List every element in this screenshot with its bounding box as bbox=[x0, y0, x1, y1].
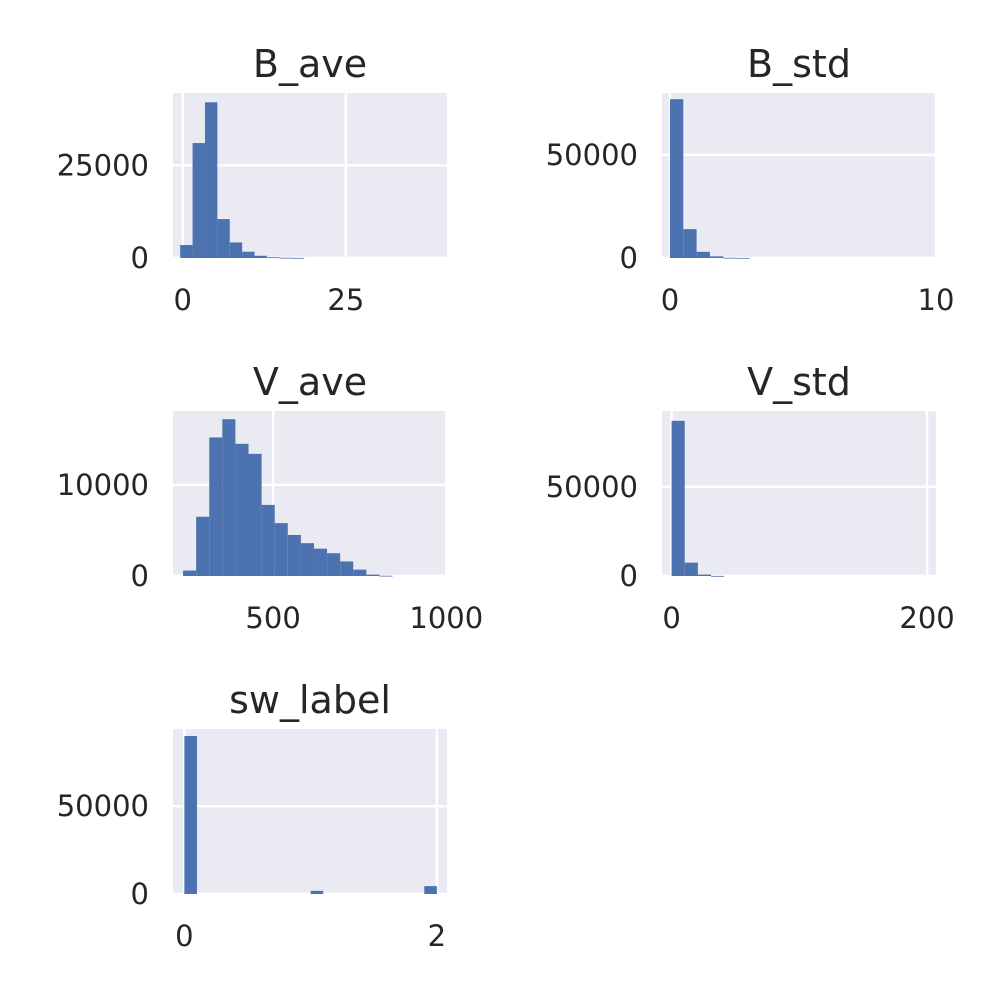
x-tick-label: 0 bbox=[175, 919, 193, 953]
histogram-bar bbox=[379, 575, 393, 577]
histogram-bar bbox=[310, 890, 324, 894]
histogram-bar bbox=[711, 575, 725, 577]
histogram-bar bbox=[340, 561, 354, 576]
y-tick-label: 0 bbox=[131, 559, 149, 593]
x-tick-label: 0 bbox=[662, 601, 680, 635]
histogram-bar bbox=[180, 245, 193, 258]
x-tick-label: 25 bbox=[327, 283, 364, 317]
y-tick-label: 50000 bbox=[546, 470, 638, 504]
histogram-bar bbox=[261, 504, 275, 576]
x-tick-label: 0 bbox=[661, 283, 679, 317]
subplot-title: sw_label bbox=[229, 678, 391, 722]
histogram-bar bbox=[274, 523, 288, 576]
y-tick-label: 0 bbox=[620, 559, 638, 593]
histogram-bar bbox=[671, 420, 685, 576]
histogram-bar bbox=[217, 219, 230, 258]
plot-area bbox=[173, 729, 447, 894]
subplot-B-ave: B_ave 0 25 0 25000 bbox=[57, 42, 447, 317]
histogram-bar bbox=[291, 257, 305, 259]
y-tick-label: 50000 bbox=[546, 138, 638, 172]
x-tick-label: 1000 bbox=[409, 601, 483, 635]
histogram-bar bbox=[723, 257, 737, 259]
y-tick-label: 0 bbox=[620, 241, 638, 275]
histogram-bar bbox=[279, 257, 292, 259]
y-tick-label: 0 bbox=[131, 877, 149, 911]
subplot-sw-label: sw_label 0 2 0 50000 bbox=[57, 678, 447, 953]
subplot-title: V_ave bbox=[253, 360, 367, 404]
histogram-bar bbox=[229, 242, 243, 258]
y-tick-label: 0 bbox=[131, 241, 149, 275]
histogram-bar bbox=[736, 257, 750, 259]
plot-area bbox=[662, 93, 936, 258]
histogram-bar bbox=[696, 251, 710, 258]
histogram-bar bbox=[684, 562, 698, 576]
y-tick-label: 10000 bbox=[57, 468, 149, 502]
histogram-bar bbox=[266, 257, 280, 259]
y-tick-label: 50000 bbox=[57, 789, 149, 823]
histogram-bar bbox=[669, 99, 684, 258]
subplot-title: B_ave bbox=[253, 42, 367, 86]
x-tick-label: 500 bbox=[245, 601, 300, 635]
histogram-bar bbox=[209, 437, 223, 576]
histogram-bar bbox=[366, 574, 380, 576]
subplot-V-std: V_std 0 200 0 50000 bbox=[546, 360, 955, 635]
histogram-bar bbox=[192, 143, 205, 258]
histogram-bar bbox=[235, 443, 249, 576]
histogram-bar bbox=[327, 553, 341, 576]
plot-area bbox=[662, 411, 936, 576]
x-tick-label: 0 bbox=[174, 283, 192, 317]
histogram-bar bbox=[709, 256, 724, 258]
histogram-bar bbox=[222, 419, 236, 576]
histogram-bar bbox=[424, 886, 437, 894]
x-tick-label: 200 bbox=[899, 601, 954, 635]
histogram-bar bbox=[196, 516, 210, 576]
histogram-bar bbox=[248, 453, 262, 576]
histogram-bar bbox=[183, 570, 197, 576]
histogram-bar bbox=[353, 569, 367, 576]
subplot-title: V_std bbox=[747, 360, 851, 404]
histogram-bar bbox=[204, 102, 218, 259]
histogram-bar bbox=[313, 548, 328, 576]
histogram-bar bbox=[184, 736, 197, 894]
subplot-title: B_std bbox=[747, 42, 851, 86]
histogram-bar bbox=[697, 574, 712, 576]
histogram-bar bbox=[287, 534, 301, 576]
histogram-bar bbox=[300, 543, 314, 576]
subplot-B-std: B_std 0 10 0 50000 bbox=[546, 42, 955, 317]
histogram-bar bbox=[683, 229, 697, 258]
histogram-bar bbox=[254, 255, 267, 258]
histogram-bar bbox=[242, 251, 255, 258]
x-tick-label: 10 bbox=[918, 283, 955, 317]
y-tick-label: 25000 bbox=[57, 148, 149, 182]
x-tick-label: 2 bbox=[428, 919, 446, 953]
